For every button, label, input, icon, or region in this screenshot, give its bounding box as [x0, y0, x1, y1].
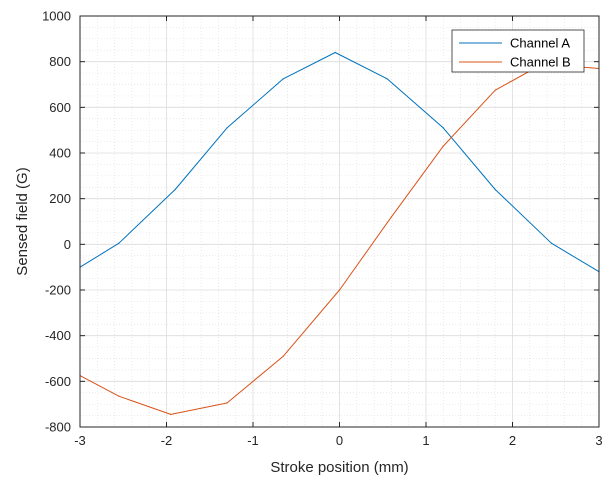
- y-axis-label: Sensed field (G): [14, 167, 31, 275]
- x-tick-label: -3: [74, 433, 86, 448]
- data-point: [442, 127, 444, 129]
- data-point: [170, 413, 172, 416]
- y-tick-label: -800: [45, 420, 71, 435]
- data-point: [442, 145, 444, 147]
- data-point: [282, 78, 284, 80]
- x-axis-ticks: -3 -2 -1 0 1 2 3: [74, 16, 603, 448]
- data-point: [226, 402, 228, 404]
- x-axis-label: Stroke position (mm): [270, 459, 408, 476]
- x-tick-label: -2: [161, 433, 173, 448]
- data-point: [494, 89, 496, 91]
- y-tick-label: 600: [49, 100, 71, 115]
- x-tick-label: 3: [595, 433, 602, 448]
- y-tick-label: 800: [49, 54, 71, 69]
- data-point: [494, 188, 496, 191]
- data-point: [550, 242, 553, 244]
- data-point: [334, 51, 336, 54]
- x-tick-label: -1: [247, 433, 259, 448]
- y-tick-label: 400: [49, 146, 71, 161]
- legend: Channel A Channel B: [451, 29, 585, 73]
- x-tick-label: 0: [336, 433, 343, 448]
- y-tick-label: -600: [45, 374, 71, 389]
- y-tick-label: -400: [45, 328, 71, 343]
- y-tick-label: -200: [45, 283, 71, 298]
- data-point: [226, 127, 228, 129]
- legend-label-channel-a: Channel A: [510, 36, 570, 51]
- data-point: [118, 242, 120, 244]
- y-tick-label: 1000: [42, 9, 71, 24]
- data-point: [282, 355, 284, 357]
- y-axis-ticks: -800 -600 -400 -200 0 200 400 600 800 1000: [42, 9, 599, 435]
- data-point: [390, 216, 392, 218]
- legend-box: [451, 29, 585, 73]
- legend-label-channel-b: Channel B: [510, 55, 571, 70]
- data-point: [386, 78, 388, 80]
- x-tick-label: 1: [422, 433, 429, 448]
- data-point: [118, 395, 120, 397]
- data-point: [174, 188, 176, 191]
- data-point: [338, 289, 341, 291]
- y-tick-label: 200: [49, 191, 71, 206]
- y-tick-label: 0: [64, 237, 71, 252]
- x-tick-label: 2: [509, 433, 516, 448]
